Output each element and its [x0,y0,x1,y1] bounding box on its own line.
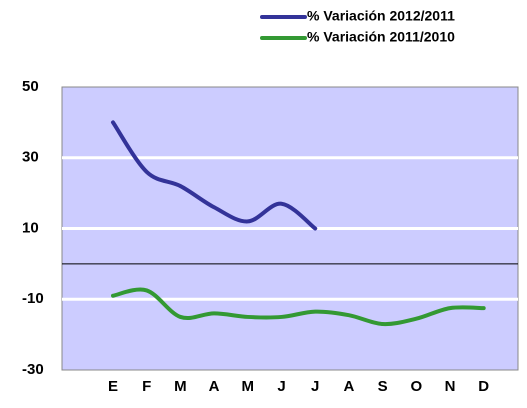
x-tick-label: A [343,378,354,395]
x-tick-label: A [209,378,220,395]
y-tick-label: -10 [22,290,44,307]
series-line [111,287,486,327]
x-tick-label: S [378,378,388,395]
x-tick-label: M [174,378,187,395]
x-tick-label: J [277,378,285,395]
x-tick-label: F [142,378,151,395]
x-tick-label: E [108,378,118,395]
legend-label: % Variación 2012/2011 [307,8,455,24]
x-tick-label: D [478,378,489,395]
x-tick-label: M [242,378,255,395]
y-tick-label: 30 [22,149,39,166]
legend-label: % Variación 2011/2010 [307,29,455,45]
x-tick-label: N [445,378,456,395]
y-tick-label: -30 [22,361,44,378]
x-tick-label: J [311,378,319,395]
y-tick-label: 50 [22,78,39,95]
x-tick-label: O [410,378,422,395]
series-line [111,120,318,231]
y-tick-label: 10 [22,219,39,236]
